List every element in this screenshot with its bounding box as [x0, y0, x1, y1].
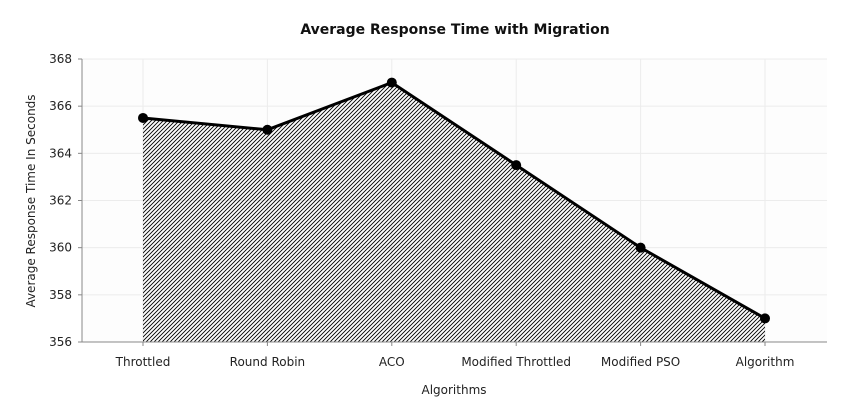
data-point-0[interactable] [138, 112, 148, 123]
x-tick-label: ACO [379, 355, 405, 369]
x-tick-label: Modified PSO [601, 355, 680, 369]
x-tick-label: Algorithm [736, 355, 795, 369]
data-point-1[interactable] [262, 124, 273, 135]
points-layer [138, 77, 770, 324]
area-layer [143, 82, 765, 342]
y-tick-label: 364 [49, 146, 72, 160]
data-point-2[interactable] [386, 77, 397, 88]
y-axis-label: Average Response Time In Seconds [24, 94, 38, 307]
y-tick-label: 366 [49, 99, 72, 113]
x-tick-label: Round Robin [230, 355, 305, 369]
series-area [143, 82, 765, 342]
y-tick-label: 368 [49, 52, 72, 66]
y-tick-label: 360 [49, 241, 72, 255]
y-tick-label: 362 [49, 194, 72, 208]
series-line [142, 81, 766, 320]
data-point-3[interactable] [511, 160, 522, 171]
data-point-4[interactable] [635, 242, 646, 253]
y-tick-label: 356 [49, 335, 72, 349]
x-tick-label: Throttled [115, 355, 171, 369]
data-point-5[interactable] [760, 313, 770, 324]
chart-title: Average Response Time with Migration [300, 22, 609, 38]
line-layer [142, 81, 766, 320]
x-tick-label: Modified Throttled [461, 355, 571, 369]
x-axis-label: Algorithms [421, 383, 486, 397]
ticks-layer: 356 358 360 362 364 366 368 Throttled Round Robi… [49, 52, 794, 369]
y-tick-label: 358 [49, 288, 72, 302]
